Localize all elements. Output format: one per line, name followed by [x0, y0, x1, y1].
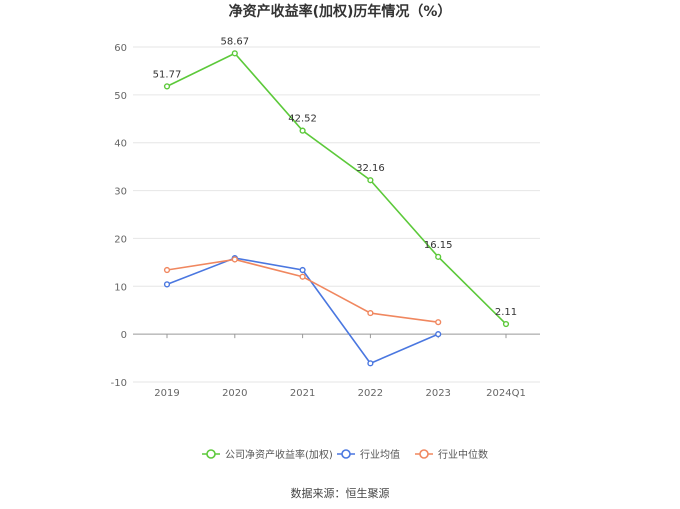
data-point[interactable] [367, 360, 374, 367]
source-note: 数据来源：恒生聚源 [291, 486, 390, 500]
data-label: 58.67 [220, 36, 249, 47]
data-point[interactable] [231, 50, 238, 57]
data-point[interactable] [435, 253, 442, 260]
data-point[interactable] [299, 127, 306, 134]
x-tick-label: 2019 [154, 388, 179, 399]
legend-item-1[interactable]: 行业均值 [337, 448, 400, 461]
legend-label: 公司净资产收益率(加权) [225, 448, 333, 461]
y-tick-label: 30 [114, 187, 127, 198]
legend-item-0[interactable]: 公司净资产收益率(加权) [202, 448, 333, 461]
chart-title: 净资产收益率(加权)历年情况（%） [229, 3, 452, 20]
legend-item-2[interactable]: 行业中位数 [415, 448, 488, 461]
data-point[interactable] [502, 320, 510, 328]
legend-label: 行业中位数 [438, 448, 488, 461]
data-point[interactable] [299, 273, 306, 280]
data-label: 32.16 [356, 163, 385, 174]
data-labels: 51.77 58.67 42.52 32.16 16.15 2.11 [153, 36, 517, 318]
data-point[interactable] [299, 266, 306, 274]
data-point[interactable] [367, 309, 374, 317]
data-point[interactable] [163, 281, 171, 288]
y-tick-label: 10 [114, 282, 127, 293]
data-label: 16.15 [424, 240, 453, 251]
x-tick-label: 2022 [358, 388, 383, 399]
legend-label: 行业均值 [360, 448, 400, 461]
y-tick-label: 50 [114, 91, 127, 102]
legend-marker-icon [206, 449, 216, 459]
series-line-0 [166, 52, 507, 325]
y-tick-label: 40 [114, 139, 127, 150]
legend-marker-icon [419, 449, 429, 459]
legend-marker-icon [341, 449, 351, 459]
data-label: 42.52 [288, 114, 317, 125]
data-point[interactable] [163, 266, 171, 274]
grid [133, 46, 540, 383]
data-point[interactable] [367, 177, 374, 184]
y-tick-label: 0 [121, 330, 127, 341]
series [163, 50, 510, 367]
data-point[interactable] [231, 256, 238, 263]
data-point[interactable] [435, 331, 442, 338]
y-tick-label: 20 [114, 234, 127, 245]
x-tick-label: 2021 [290, 388, 315, 399]
x-tick-label: 2023 [425, 388, 450, 399]
x-tick-label: 2020 [222, 388, 247, 399]
y-tick-label: 60 [114, 43, 127, 54]
y-tick-label: -10 [111, 378, 127, 389]
x-tick-label: 2024Q1 [486, 388, 526, 399]
axes: -10 0 10 20 30 40 50 60 2019 2020 2021 2022 2023 2024… [111, 43, 540, 399]
data-point[interactable] [435, 319, 442, 326]
legend[interactable]: 公司净资产收益率(加权) 行业均值 行业中位数 [202, 448, 488, 461]
data-label: 2.11 [495, 307, 517, 318]
data-label: 51.77 [153, 69, 182, 80]
data-point[interactable] [163, 83, 171, 90]
